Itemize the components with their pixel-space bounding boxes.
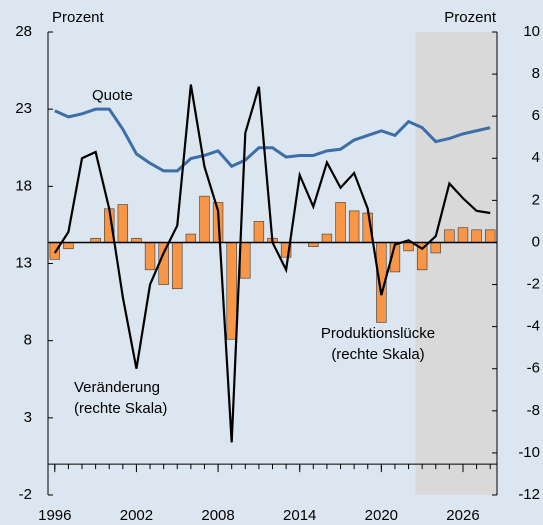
y-tick-label: 3 [24,409,32,426]
bar [321,233,333,243]
bar [430,242,441,254]
y2-tick-label: 10 [523,23,540,40]
forecast-shade [415,32,497,495]
bar [117,204,129,243]
x-tick-label: 2026 [446,507,479,524]
y2-tick-label: -6 [527,360,540,377]
x-tick-label: 2002 [120,507,153,524]
y2-tick-label: -8 [527,402,540,419]
y2-tick-label: 6 [532,107,540,124]
bar [49,242,61,260]
y2-tick-label: -2 [527,276,540,293]
y-tick-label: 23 [15,100,32,117]
bar [348,210,360,243]
bar [172,242,183,290]
series-note: (rechte Skala) [331,346,424,363]
y2-tick-label: -12 [518,486,540,503]
bar [253,221,265,243]
y-tick-label: 8 [24,332,32,349]
y2-tick-label: 2 [532,191,540,208]
bar [226,242,237,340]
bar [185,233,197,243]
bar [471,229,482,243]
series-label: Produktionslücke [321,325,435,342]
x-tick-label: 2014 [283,507,316,524]
bar [240,242,251,279]
y2-tick-label: 4 [532,149,540,166]
bar [444,229,455,243]
bar [199,195,210,243]
y2-axis-label: Prozent [444,9,497,26]
bar [484,229,496,243]
bar [335,202,346,243]
line [54,107,491,173]
bar [63,242,74,250]
y-tick-label: 18 [15,177,32,194]
x-tick-label: 2020 [365,507,398,524]
bar [457,227,469,243]
bar [144,242,156,271]
y2-tick-label: -4 [527,318,540,335]
series-label: Quote [92,87,133,104]
y2-tick-label: 0 [532,233,540,250]
x-tick-label: 1996 [38,507,71,524]
y-axis-label: Prozent [52,9,105,26]
line [53,84,491,443]
x-tick-label: 2008 [201,507,234,524]
y-tick-label: 13 [15,254,32,271]
y-tick-label: -2 [19,486,32,503]
y2-tick-label: -10 [518,444,540,461]
y-tick-label: 28 [15,23,32,40]
series-note: (rechte Skala) [74,400,167,417]
series-label: Veränderung [74,379,160,396]
y2-tick-label: 8 [532,65,540,82]
